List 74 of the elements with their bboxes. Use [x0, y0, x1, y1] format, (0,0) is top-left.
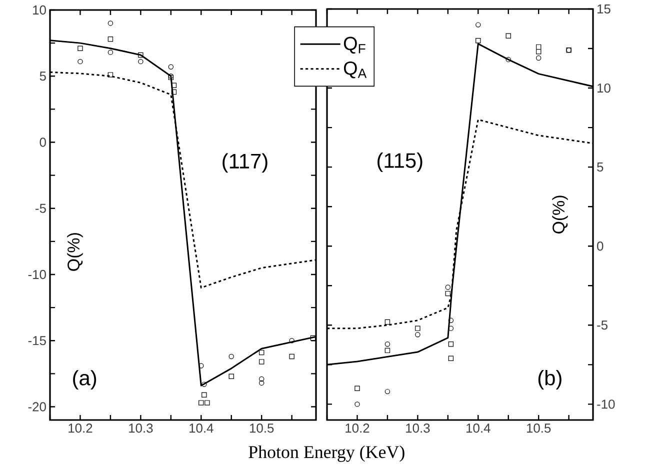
point	[384, 388, 390, 394]
y-axis-title: Q(%)	[67, 233, 83, 271]
y-tick-label: -20	[28, 402, 46, 412]
y-tick-label: -5	[36, 204, 46, 213]
point	[310, 335, 316, 341]
y-tick-label: -10	[597, 400, 615, 409]
point	[78, 46, 83, 51]
x-tick-label: 10.5	[250, 424, 274, 433]
x-tick-label: 10.3	[129, 424, 153, 433]
point	[445, 284, 451, 290]
x-tick-label: 10.4	[190, 424, 214, 433]
point	[198, 400, 204, 406]
annotation: (a)	[73, 370, 96, 390]
legend-label: Q$_{F}$	[344, 36, 366, 54]
point	[138, 58, 144, 64]
y-tick-label: 5	[597, 162, 604, 172]
annotation: (115)	[378, 152, 422, 172]
point	[108, 50, 114, 55]
point	[536, 44, 542, 50]
x-tick-label: 10.2	[346, 424, 370, 433]
point	[384, 342, 390, 347]
point	[415, 326, 420, 331]
annotation: (117)	[222, 153, 268, 173]
point	[171, 89, 177, 95]
y-tick-label: 10	[33, 5, 46, 15]
point	[78, 58, 83, 64]
point	[171, 82, 177, 88]
point	[168, 64, 174, 70]
point	[258, 380, 264, 386]
annotation: (b)	[538, 370, 562, 390]
legend-label: Q$_{A}$	[344, 61, 367, 78]
point	[354, 386, 360, 391]
point	[228, 374, 234, 379]
point	[108, 36, 114, 42]
point	[258, 350, 264, 356]
point	[228, 354, 234, 360]
y-tick-label: -15	[28, 336, 46, 346]
point	[204, 400, 210, 406]
y-tick-label: 0	[40, 138, 46, 147]
point	[445, 290, 451, 296]
point	[258, 376, 264, 382]
y-tick-label: -10	[28, 270, 46, 280]
x-tick-label: 10.4	[466, 424, 490, 433]
point	[448, 342, 454, 347]
point	[448, 356, 454, 361]
point	[536, 49, 542, 54]
x-tick-label: 10.3	[406, 424, 430, 433]
x-tick-label: 10.2	[68, 424, 92, 433]
y-tick-label: 15	[598, 4, 610, 14]
point	[108, 72, 114, 78]
point	[202, 382, 207, 387]
point	[384, 319, 390, 325]
point	[536, 55, 542, 61]
y-tick-label: 0	[597, 242, 604, 251]
point	[415, 332, 420, 338]
point	[289, 354, 294, 360]
point	[289, 338, 294, 344]
y-tick-label: 10	[598, 83, 610, 93]
point	[448, 318, 454, 324]
point	[476, 38, 481, 44]
point	[384, 348, 390, 354]
x-tick-label: 10.5	[526, 424, 551, 433]
point	[506, 33, 511, 38]
point	[108, 20, 114, 26]
y-axis-title: Q(%)	[552, 196, 568, 234]
point	[258, 359, 264, 364]
point	[354, 402, 360, 407]
y-tick-label: -5	[597, 320, 608, 330]
y-tick-label: 5	[40, 72, 46, 81]
point	[202, 392, 207, 398]
x-axis-title: Photon Energy (KeV)	[248, 446, 404, 462]
point	[138, 52, 144, 58]
point	[476, 22, 481, 28]
point	[506, 56, 511, 62]
